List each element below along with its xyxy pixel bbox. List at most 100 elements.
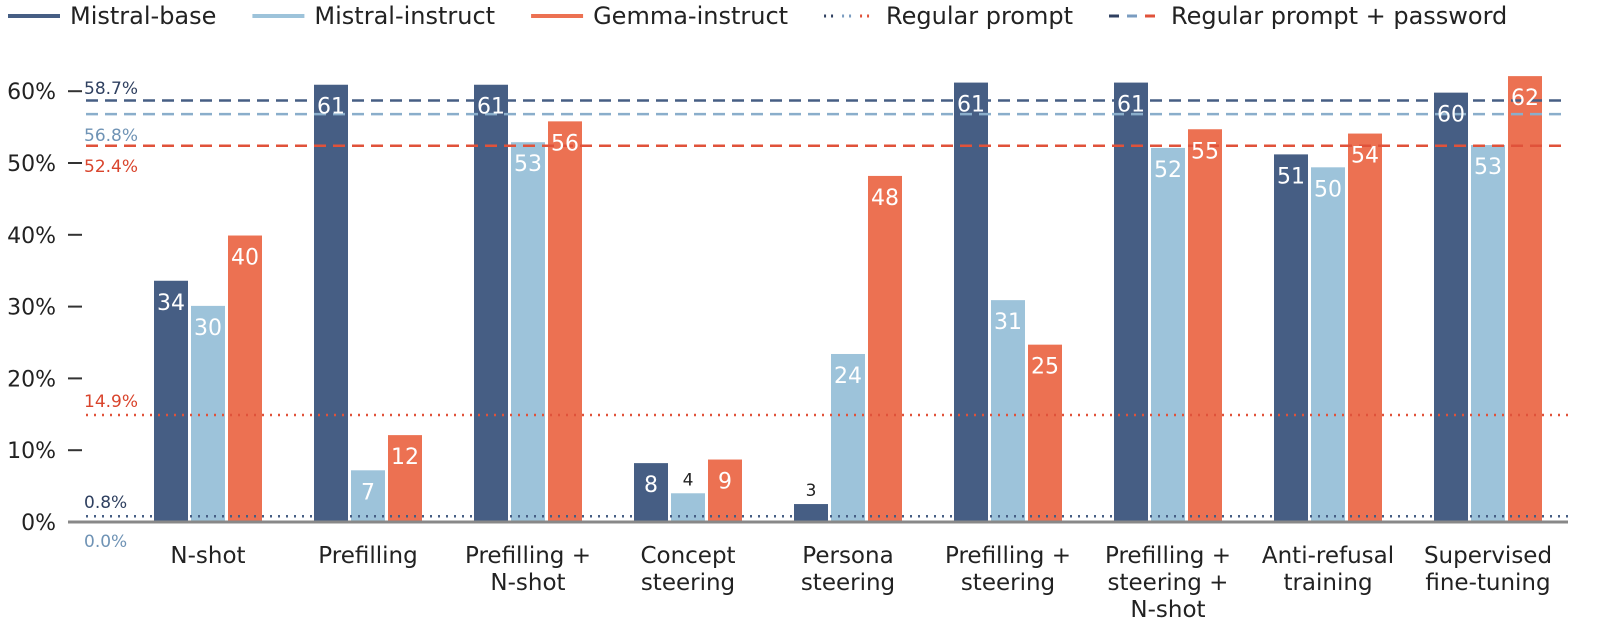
bar-label-mistral-base-1: 61 — [317, 95, 345, 120]
bar-label-gemma-instruct-3: 9 — [718, 470, 732, 495]
category-label-line: N-shot — [1130, 597, 1205, 623]
category-label-line: N-shot — [170, 543, 245, 569]
category-label-line: steering + — [1108, 570, 1229, 596]
bar-mistral-instruct-3 — [671, 493, 705, 522]
category-label-line: training — [1283, 570, 1372, 596]
bar-mistral-base-3 — [634, 463, 668, 522]
ref-label-regular_prompt-mistral-base: 0.8% — [84, 493, 127, 513]
bar-label-gemma-instruct-8: 62 — [1511, 86, 1539, 111]
bar-mistral-base-7 — [1274, 154, 1308, 522]
bar-label-mistral-base-7: 51 — [1277, 164, 1305, 189]
bar-gemma-instruct-2 — [548, 121, 582, 522]
category-label-line: Supervised — [1424, 543, 1552, 569]
bar-label-mistral-base-6: 61 — [1117, 93, 1145, 118]
bar-mistral-instruct-7 — [1311, 167, 1345, 523]
bar-mistral-base-0 — [154, 280, 188, 522]
bar-mistral-base-8 — [1434, 92, 1468, 523]
bar-label-mistral-instruct-2: 53 — [514, 152, 542, 177]
category-label-4: Persona steering — [801, 543, 895, 596]
bar-label-mistral-instruct-1: 7 — [361, 480, 375, 505]
bar-mistral-instruct-8 — [1471, 145, 1505, 523]
bar-mistral-instruct-6 — [1151, 147, 1185, 522]
category-label-line: Anti-refusal — [1262, 543, 1394, 569]
bar-label-gemma-instruct-7: 54 — [1351, 144, 1379, 169]
bar-label-mistral-instruct-0: 30 — [194, 316, 222, 341]
y-axis: 0% 10% 20% 30% 40% 50% 60% — [7, 80, 82, 536]
category-label-line: steering — [641, 570, 735, 596]
bar-gemma-instruct-3 — [708, 459, 742, 522]
ref-label-regular_prompt_password-mistral-instruct: 56.8% — [84, 126, 138, 146]
x-axis: N-shot Prefilling Prefilling + N-shotConcep… — [68, 520, 1568, 623]
y-tick-label-60: 60% — [7, 80, 56, 105]
bar-label-mistral-base-8: 60 — [1437, 103, 1465, 128]
bar-gemma-instruct-5 — [1028, 344, 1062, 522]
y-tick-label-30: 30% — [7, 296, 56, 321]
category-label-line: Prefilling — [318, 543, 417, 569]
category-label-line: Concept — [640, 543, 735, 569]
bar-label-gemma-instruct-4: 48 — [871, 186, 899, 211]
bar-gemma-instruct-4 — [868, 175, 902, 522]
category-label-line: steering — [801, 570, 895, 596]
bar-label-gemma-instruct-6: 55 — [1191, 139, 1219, 164]
bar-label-mistral-instruct-6: 52 — [1154, 158, 1182, 183]
y-tick-label-20: 20% — [7, 367, 56, 392]
category-label-3: Concept steering — [640, 543, 735, 596]
category-label-line: Prefilling + — [945, 543, 1071, 569]
category-label-1: Prefilling — [318, 543, 417, 569]
category-label-line: steering — [961, 570, 1055, 596]
bar-mistral-instruct-2 — [511, 142, 545, 523]
bar-mistral-base-1 — [314, 84, 348, 522]
bar-gemma-instruct-1 — [388, 435, 422, 522]
bar-gemma-instruct-7 — [1348, 133, 1382, 522]
category-label-line: Prefilling + — [1105, 543, 1231, 569]
bar-label-gemma-instruct-5: 25 — [1031, 355, 1059, 380]
bar-gemma-instruct-0 — [228, 235, 262, 522]
y-tick-label-0: 0% — [21, 511, 56, 536]
category-label-line: Persona — [802, 543, 893, 569]
bar-label-mistral-instruct-5: 31 — [994, 310, 1022, 335]
ref-label-regular_prompt_password-gemma-instruct: 52.4% — [84, 157, 138, 177]
legend-label-regular_prompt: Regular prompt — [886, 2, 1073, 30]
bar-mistral-base-5 — [954, 82, 988, 523]
category-label-line: N-shot — [490, 570, 565, 596]
category-label-2: Prefilling + N-shot — [465, 543, 591, 596]
bar-mistral-base-4 — [794, 504, 828, 522]
bars — [154, 76, 1542, 523]
bar-label-mistral-base-3: 8 — [644, 473, 658, 498]
bar-label-mistral-base-2: 61 — [477, 95, 505, 120]
category-label-5: Prefilling + steering — [945, 543, 1071, 596]
category-label-line: fine-tuning — [1425, 570, 1550, 596]
category-label-8: Supervised fine-tuning — [1424, 543, 1552, 596]
category-label-6: Prefilling + steering + N-shot — [1105, 543, 1231, 623]
bar-label-mistral-base-0: 34 — [157, 291, 185, 316]
bar-label-mistral-instruct-8: 53 — [1474, 155, 1502, 180]
bar-label-gemma-instruct-2: 56 — [551, 131, 579, 156]
ref-label-regular_prompt_password-mistral-base: 58.7% — [84, 79, 138, 99]
category-label-line: Prefilling + — [465, 543, 591, 569]
bar-label-mistral-instruct-3: 4 — [683, 470, 694, 490]
bar-label-mistral-instruct-7: 50 — [1314, 177, 1342, 202]
legend-label-mistral_instruct: Mistral-instruct — [314, 2, 495, 30]
ref-label-regular_prompt-mistral-instruct: 0.0% — [84, 532, 127, 552]
bar-mistral-instruct-1 — [351, 470, 385, 522]
legend-label-regular_prompt_password: Regular prompt + password — [1171, 2, 1507, 30]
bar-mistral-base-6 — [1114, 82, 1148, 523]
category-label-0: N-shot — [170, 543, 245, 569]
bar-label-gemma-instruct-0: 40 — [231, 246, 259, 271]
reference-labels: 58.7% 56.8% 52.4% 14.9% 0.8% 0.0% — [84, 79, 138, 552]
bar-mistral-instruct-4 — [831, 353, 865, 522]
category-label-7: Anti-refusal training — [1262, 543, 1394, 596]
bar-gemma-instruct-6 — [1188, 129, 1222, 522]
bar-value-labels: 34 30 40 61 7 12 61 53 56 8 4 9 3 24 48 61 31 25 61 52 55 51 5… — [157, 86, 1539, 505]
legend-label-gemma_instruct: Gemma-instruct — [593, 2, 788, 30]
bar-label-mistral-instruct-4: 24 — [834, 364, 862, 389]
legend-label-mistral_base: Mistral-base — [70, 2, 216, 30]
bar-mistral-instruct-5 — [991, 300, 1025, 522]
y-tick-label-50: 50% — [7, 152, 56, 177]
bar-gemma-instruct-8 — [1508, 76, 1542, 522]
reference-lines — [86, 99, 1568, 524]
legend: Mistral-base Mistral-instruct Gemma-instru… — [8, 2, 1507, 30]
bar-label-mistral-base-4: 3 — [806, 481, 817, 501]
y-tick-label-10: 10% — [7, 439, 56, 464]
